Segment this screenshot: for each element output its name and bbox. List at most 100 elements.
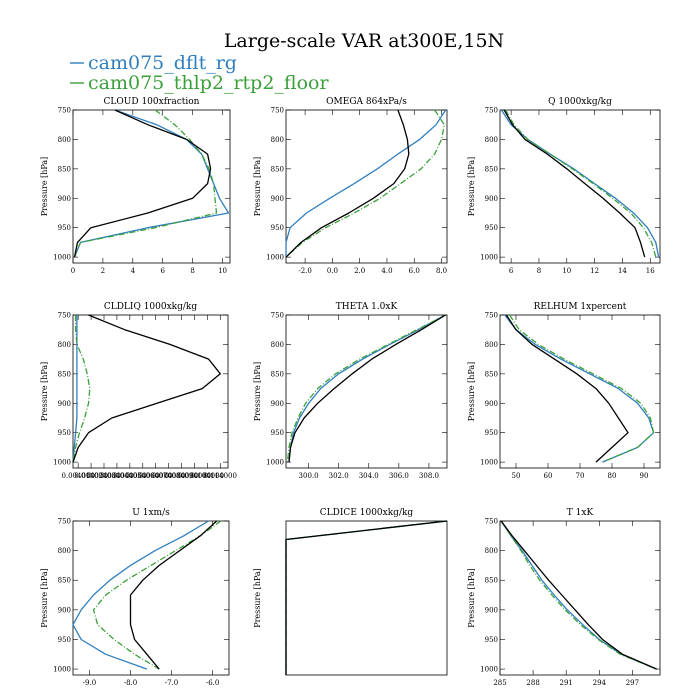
series-line-floor (73, 109, 218, 258)
series-line-ref (500, 520, 657, 670)
series-line-ref (505, 314, 629, 463)
plot-frame (499, 520, 661, 676)
y-tick-label: 950 (58, 636, 71, 644)
x-tick-label: 0.014000 (74, 472, 107, 480)
y-tick-label: 950 (58, 429, 71, 437)
x-tick-label: 300.0 (299, 472, 319, 480)
series-line-dflt (500, 109, 660, 258)
series-line-floor (92, 520, 222, 670)
x-tick-label: 288 (526, 679, 539, 687)
x-tick-label: 80 (608, 472, 617, 480)
series-line-ref (73, 109, 212, 258)
y-tick-label: 900 (485, 606, 498, 614)
series-line-ref (72, 314, 221, 463)
y-tick-label: 900 (485, 195, 498, 203)
x-tick-label: 6.0 (409, 267, 420, 275)
x-tick-label: 304.0 (359, 472, 379, 480)
x-tick-label: 12 (590, 267, 599, 275)
y-tick-label: 850 (58, 577, 71, 585)
panel-4: CLDLIQ 1000xkg/kg Pressure [hPa] 750 800 850… (40, 302, 237, 480)
y-axis-label: Pressure [hPa] (253, 362, 262, 422)
plot-frame (499, 314, 661, 469)
y-tick-label: 800 (485, 547, 498, 555)
x-tick-label: 0.104000 (191, 472, 224, 480)
x-tick-label: -6.0 (206, 679, 220, 687)
panel-title: CLDLIQ 1000xkg/kg (104, 302, 198, 312)
y-tick-label: 850 (271, 370, 284, 378)
x-tick-label: 0.034000 (100, 472, 133, 480)
panel-2: OMEGA 864xPa/s Pressure [hPa] 750 800 850 900… (253, 97, 448, 275)
panel-9: T 1xK Pressure [hPa] 750 800 850 900 950 1000 28… (467, 508, 661, 687)
plot-frame (499, 109, 661, 264)
x-tick-label: 302.0 (329, 472, 349, 480)
y-tick-label: 800 (58, 136, 71, 144)
series-line-floor (285, 109, 445, 258)
series-line-floor (72, 315, 91, 463)
x-tick-label: 297 (626, 679, 639, 687)
panel-title: CLOUD 100xfraction (104, 97, 200, 107)
y-tick-label: 900 (58, 606, 71, 614)
panel-3: Q 1000xkg/kg Pressure [hPa] 750 800 850 900 95… (467, 97, 661, 275)
x-tick-label: 0.0 (327, 267, 338, 275)
x-tick-label: 0.094000 (178, 472, 211, 480)
y-tick-label: 750 (485, 312, 498, 320)
series-line-floor (286, 314, 446, 463)
y-axis-label: Pressure [hPa] (467, 157, 476, 217)
x-tick-label: 291 (560, 679, 573, 687)
x-tick-label: 0.044000 (113, 472, 146, 480)
y-tick-label: 950 (271, 224, 284, 232)
x-tick-label: -8.0 (124, 679, 138, 687)
x-tick-label: 0.084000 (165, 472, 198, 480)
y-axis-label: Pressure [hPa] (467, 362, 476, 422)
legend-label-dflt: cam075_dflt_rg (88, 52, 237, 74)
y-tick-label: 950 (485, 429, 498, 437)
y-tick-label: 850 (485, 165, 498, 173)
legend: cam075_dflt_rg cam075_thlp2_rtp2_floor (70, 52, 329, 94)
y-axis-label: Pressure [hPa] (467, 568, 476, 628)
y-tick-label: 750 (58, 312, 71, 320)
y-tick-label: 800 (271, 136, 284, 144)
x-tick-label: 4 (131, 267, 136, 275)
x-tick-label: 4.0 (381, 267, 392, 275)
series-line-ref (129, 520, 218, 670)
x-tick-label: 2.0 (354, 267, 365, 275)
series-line-dflt (285, 520, 448, 675)
x-tick-label: 308.0 (419, 472, 439, 480)
series-line-floor (285, 520, 448, 675)
series-line-dflt (500, 520, 657, 670)
y-tick-label: 900 (58, 400, 71, 408)
y-axis-label: Pressure [hPa] (40, 362, 49, 422)
y-axis-label: Pressure [hPa] (253, 157, 262, 217)
panel-6: RELHUM 1xpercent Pressure [hPa] 750 800 850 9… (467, 302, 661, 480)
y-tick-label: 800 (485, 136, 498, 144)
panel-title: OMEGA 864xPa/s (326, 97, 407, 107)
y-tick-label: 750 (58, 518, 71, 526)
series-line-dflt (73, 109, 230, 258)
y-tick-label: 950 (485, 636, 498, 644)
x-tick-label: 294 (593, 679, 607, 687)
series-line-dflt (285, 109, 447, 258)
series-line-floor (500, 520, 657, 670)
plot-frame (72, 109, 231, 264)
panel-5: THETA 1.0xK Pressure [hPa] 750 800 850 900 950… (253, 302, 448, 480)
series-line-ref (288, 314, 446, 463)
series-line-floor (505, 109, 657, 258)
series-line-ref (285, 520, 448, 675)
x-tick-label: 16 (646, 267, 655, 275)
y-tick-label: 850 (485, 370, 498, 378)
x-tick-label: -7.0 (165, 679, 179, 687)
x-tick-label: 6 (509, 267, 514, 275)
y-tick-label: 900 (271, 195, 284, 203)
panel-1: CLOUD 100xfraction Pressure [hPa] 750 800 85… (40, 97, 231, 275)
y-tick-label: 850 (58, 370, 71, 378)
x-tick-label: 0.074000 (152, 472, 185, 480)
y-tick-label: 950 (58, 224, 71, 232)
figure-title: Large-scale VAR at300E,15N (224, 30, 504, 52)
y-tick-label: 850 (271, 165, 284, 173)
panel-title: THETA 1.0xK (336, 302, 398, 312)
x-tick-label: 0.114000 (204, 472, 237, 480)
x-tick-label: -2.0 (298, 267, 312, 275)
y-tick-label: 1000 (266, 254, 284, 262)
y-tick-label: 800 (58, 341, 71, 349)
x-tick-label: 0.064000 (139, 472, 172, 480)
